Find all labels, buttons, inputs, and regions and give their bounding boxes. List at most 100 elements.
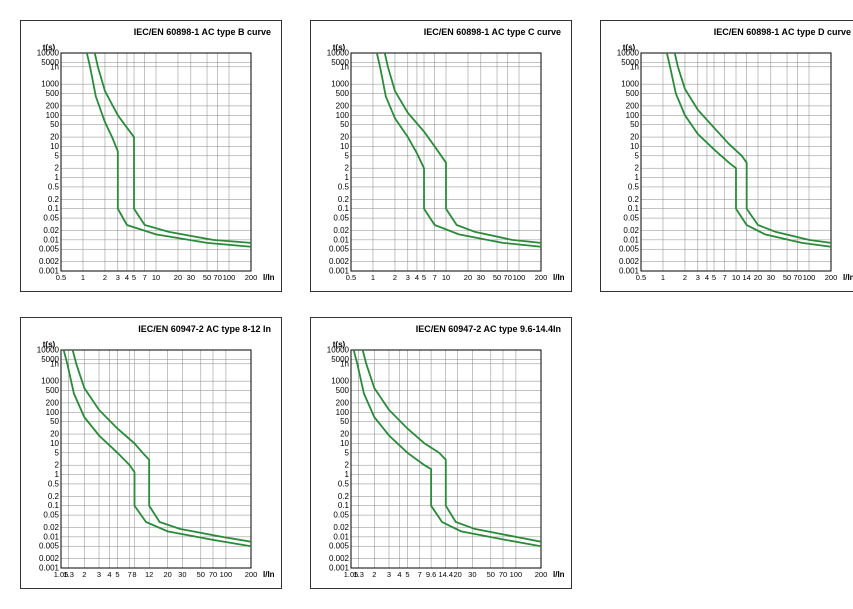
svg-text:20: 20 [50,430,59,439]
svg-text:1000: 1000 [41,377,59,386]
svg-text:50: 50 [340,120,349,129]
svg-text:500: 500 [46,386,60,395]
svg-text:2: 2 [635,164,640,173]
chart-title: IEC/EN 60898-1 AC type C curve [317,27,565,37]
svg-text:0.5: 0.5 [48,479,60,488]
svg-text:0.005: 0.005 [39,245,60,254]
svg-text:2: 2 [393,273,397,281]
svg-text:0.02: 0.02 [333,226,349,235]
chart-plot: 1000050001h10005002001005020105210.50.20… [607,39,853,281]
svg-text:70: 70 [794,273,802,281]
svg-text:0.2: 0.2 [48,492,60,501]
svg-text:5: 5 [132,273,136,281]
svg-text:0.5: 0.5 [636,273,646,281]
svg-text:4: 4 [397,570,401,578]
trip-curve [377,53,541,247]
svg-text:1h: 1h [630,62,639,71]
svg-text:2: 2 [55,164,60,173]
svg-text:5: 5 [345,448,350,457]
svg-text:1: 1 [55,470,60,479]
svg-text:7: 7 [433,273,437,281]
svg-text:14.4: 14.4 [438,570,453,578]
svg-text:1: 1 [345,470,350,479]
chart-title: IEC/EN 60898-1 AC type B curve [27,27,275,37]
svg-text:20: 20 [174,273,182,281]
svg-text:3: 3 [696,273,700,281]
svg-text:2: 2 [103,273,107,281]
svg-text:100: 100 [510,570,523,578]
svg-text:100: 100 [626,111,640,120]
svg-text:100: 100 [46,408,60,417]
svg-text:0.5: 0.5 [346,273,356,281]
svg-text:0.05: 0.05 [623,214,639,223]
svg-text:14: 14 [742,273,750,281]
svg-text:1h: 1h [340,62,349,71]
trip-curve [64,350,251,546]
svg-text:0.02: 0.02 [623,226,639,235]
svg-text:2: 2 [372,570,376,578]
chart-plot: 1000050001h10005002001005020105210.50.20… [27,336,275,578]
svg-text:3: 3 [97,570,101,578]
svg-text:0.02: 0.02 [333,523,349,532]
svg-text:0.002: 0.002 [39,554,60,563]
svg-text:I/In: I/In [553,570,565,578]
svg-text:500: 500 [626,89,640,98]
svg-text:I/In: I/In [263,273,275,281]
svg-text:100: 100 [336,111,350,120]
svg-text:50: 50 [203,273,211,281]
svg-text:200: 200 [626,101,640,110]
svg-text:10: 10 [442,273,450,281]
svg-text:5: 5 [115,570,119,578]
svg-text:100: 100 [223,273,236,281]
svg-text:1: 1 [55,173,60,182]
svg-text:5: 5 [712,273,716,281]
svg-text:0.05: 0.05 [43,511,59,520]
svg-text:50: 50 [197,570,205,578]
svg-text:50: 50 [493,273,501,281]
svg-text:0.02: 0.02 [43,226,59,235]
svg-text:20: 20 [453,570,461,578]
svg-text:30: 30 [477,273,485,281]
svg-text:t(s): t(s) [43,43,56,52]
svg-text:70: 70 [209,570,217,578]
svg-text:200: 200 [46,101,60,110]
svg-text:1: 1 [371,273,375,281]
svg-text:t(s): t(s) [623,43,636,52]
svg-text:3: 3 [406,273,410,281]
chart-chartC: IEC/EN 60898-1 AC type C curve1000050001… [310,20,572,292]
svg-text:5: 5 [55,151,60,160]
svg-text:0.01: 0.01 [333,235,349,244]
svg-text:1: 1 [661,273,665,281]
trip-curve [87,53,251,247]
svg-text:200: 200 [336,398,350,407]
svg-text:1: 1 [81,273,85,281]
svg-text:2: 2 [55,461,60,470]
svg-text:200: 200 [245,570,258,578]
svg-text:50: 50 [50,120,59,129]
svg-text:10: 10 [50,142,59,151]
svg-text:30: 30 [767,273,775,281]
svg-text:2: 2 [345,164,350,173]
trip-curve [363,350,541,542]
svg-text:0.1: 0.1 [338,204,350,213]
chart-plot: 1000050001h10005002001005020105210.50.20… [317,39,565,281]
svg-text:30: 30 [468,570,476,578]
svg-text:3: 3 [116,273,120,281]
svg-text:0.02: 0.02 [43,523,59,532]
chart-chartD: IEC/EN 60898-1 AC type D curve1000050001… [600,20,853,292]
svg-text:12: 12 [145,570,153,578]
svg-text:5: 5 [405,570,409,578]
chart-plot: 1000050001h10005002001005020105210.50.20… [27,39,275,281]
svg-text:7: 7 [418,570,422,578]
svg-text:1h: 1h [50,359,59,368]
svg-text:4: 4 [705,273,709,281]
svg-text:0.002: 0.002 [329,257,350,266]
svg-text:20: 20 [340,133,349,142]
svg-text:10: 10 [340,439,349,448]
svg-text:10: 10 [732,273,740,281]
svg-text:t(s): t(s) [333,340,346,349]
svg-text:I/In: I/In [263,570,275,578]
svg-text:9.6: 9.6 [426,570,436,578]
svg-text:200: 200 [336,101,350,110]
svg-text:500: 500 [46,89,60,98]
